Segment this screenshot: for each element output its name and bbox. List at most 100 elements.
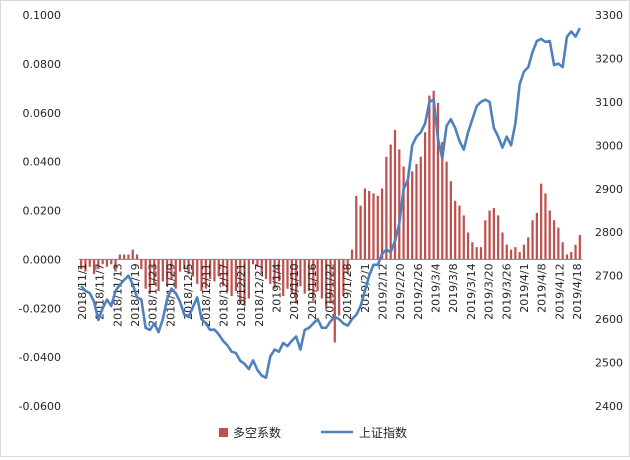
bar [432, 90, 435, 260]
x-tick-label: 2019/4/8 [536, 263, 549, 312]
x-tick-label: 2018/12/27 [253, 263, 266, 326]
x-tick-label: 2018/11/1 [76, 263, 89, 319]
bar [135, 254, 139, 260]
bar [247, 259, 250, 299]
left-y-axis: -0.0600 -0.0400 -0.0200 0.0000 0.0200 0.0400 0… [19, 9, 61, 413]
bar [307, 259, 311, 292]
right-tick-label: 2900 [595, 183, 623, 196]
x-tick-label: 2019/1/22 [324, 263, 337, 319]
bar [475, 247, 478, 260]
bar [118, 254, 121, 260]
bar [200, 259, 203, 292]
bar [333, 259, 336, 343]
bar-series-group [80, 90, 581, 343]
bar [527, 237, 530, 260]
bar [454, 200, 457, 260]
bar [316, 259, 319, 292]
index-line [80, 27, 582, 380]
left-tick-label: 0.0200 [23, 205, 62, 218]
bar [514, 247, 517, 260]
bar [105, 259, 109, 267]
bar [445, 161, 448, 260]
bar [406, 181, 410, 260]
bar [402, 166, 405, 260]
bar [325, 259, 328, 309]
bar [187, 259, 190, 275]
bar [535, 212, 538, 260]
bar [505, 244, 508, 260]
bar [376, 195, 379, 260]
bar [161, 259, 164, 282]
bar [522, 244, 526, 260]
x-tick-label: 2019/1/10 [288, 263, 301, 319]
bar [140, 259, 143, 270]
right-tick-label: 2400 [595, 400, 623, 413]
x-tick-label: 2019/1/4 [271, 263, 284, 312]
bar [269, 259, 272, 284]
x-tick-label: 2018/12/11 [200, 263, 213, 326]
bar [144, 259, 147, 289]
bar [544, 193, 547, 260]
bar [277, 259, 281, 282]
legend-bar-swatch [219, 428, 228, 437]
bar [88, 259, 91, 267]
x-tick-label: 2018/11/23 [147, 263, 160, 326]
x-tick-label: 2019/3/20 [483, 263, 496, 319]
bar [84, 259, 87, 272]
bar [329, 259, 332, 304]
bar [492, 208, 495, 260]
bar [501, 232, 504, 260]
x-tick-label: 2018/11/13 [111, 263, 124, 326]
bar [166, 259, 169, 287]
bar [488, 210, 491, 260]
bar [294, 259, 298, 304]
bar [213, 259, 216, 282]
bar [226, 259, 229, 292]
x-tick-label: 2019/3/8 [447, 263, 460, 312]
right-tick-label: 2800 [595, 226, 623, 239]
bar [458, 205, 461, 260]
bar [123, 254, 126, 260]
bar [561, 242, 564, 260]
bar [217, 259, 220, 277]
bar [419, 156, 422, 260]
bar [565, 254, 569, 260]
bar [428, 95, 431, 260]
x-tick-label: 2018/12/5 [182, 263, 195, 319]
left-tick-label: -0.0400 [19, 351, 61, 364]
bar [131, 249, 134, 260]
bar [337, 259, 341, 316]
bar [389, 144, 392, 260]
x-tick-label: 2019/2/20 [394, 263, 407, 319]
bar [286, 259, 289, 289]
bar [557, 227, 560, 260]
bar [574, 244, 577, 260]
bar [518, 252, 521, 260]
bar [368, 190, 371, 260]
bar [252, 259, 255, 265]
left-tick-label: 0.1000 [23, 9, 62, 22]
x-tick-label: 2019/3/26 [500, 263, 513, 319]
bar [346, 259, 349, 275]
bar [423, 132, 427, 260]
x-tick-label: 2019/1/16 [306, 263, 319, 319]
left-tick-label: 0.0400 [23, 156, 62, 169]
bar [398, 149, 401, 260]
x-axis-labels: 2018/11/1 2018/11/7 2018/11/13 2018/11/19 20… [76, 263, 584, 326]
left-tick-label: 0.0000 [23, 253, 62, 266]
bar [484, 220, 487, 260]
bar [256, 259, 259, 267]
legend-line-label: 上证指数 [359, 425, 407, 440]
bar [342, 259, 345, 297]
bar [531, 220, 534, 260]
x-tick-label: 2019/3/14 [465, 263, 478, 319]
right-tick-label: 3000 [595, 139, 623, 152]
bar [290, 259, 293, 294]
bar [204, 259, 207, 289]
bar [415, 164, 418, 260]
left-tick-label: 0.0800 [23, 58, 62, 71]
right-tick-label: 2600 [595, 313, 623, 326]
bar [174, 259, 177, 289]
bar [273, 259, 276, 289]
bar [110, 259, 113, 265]
